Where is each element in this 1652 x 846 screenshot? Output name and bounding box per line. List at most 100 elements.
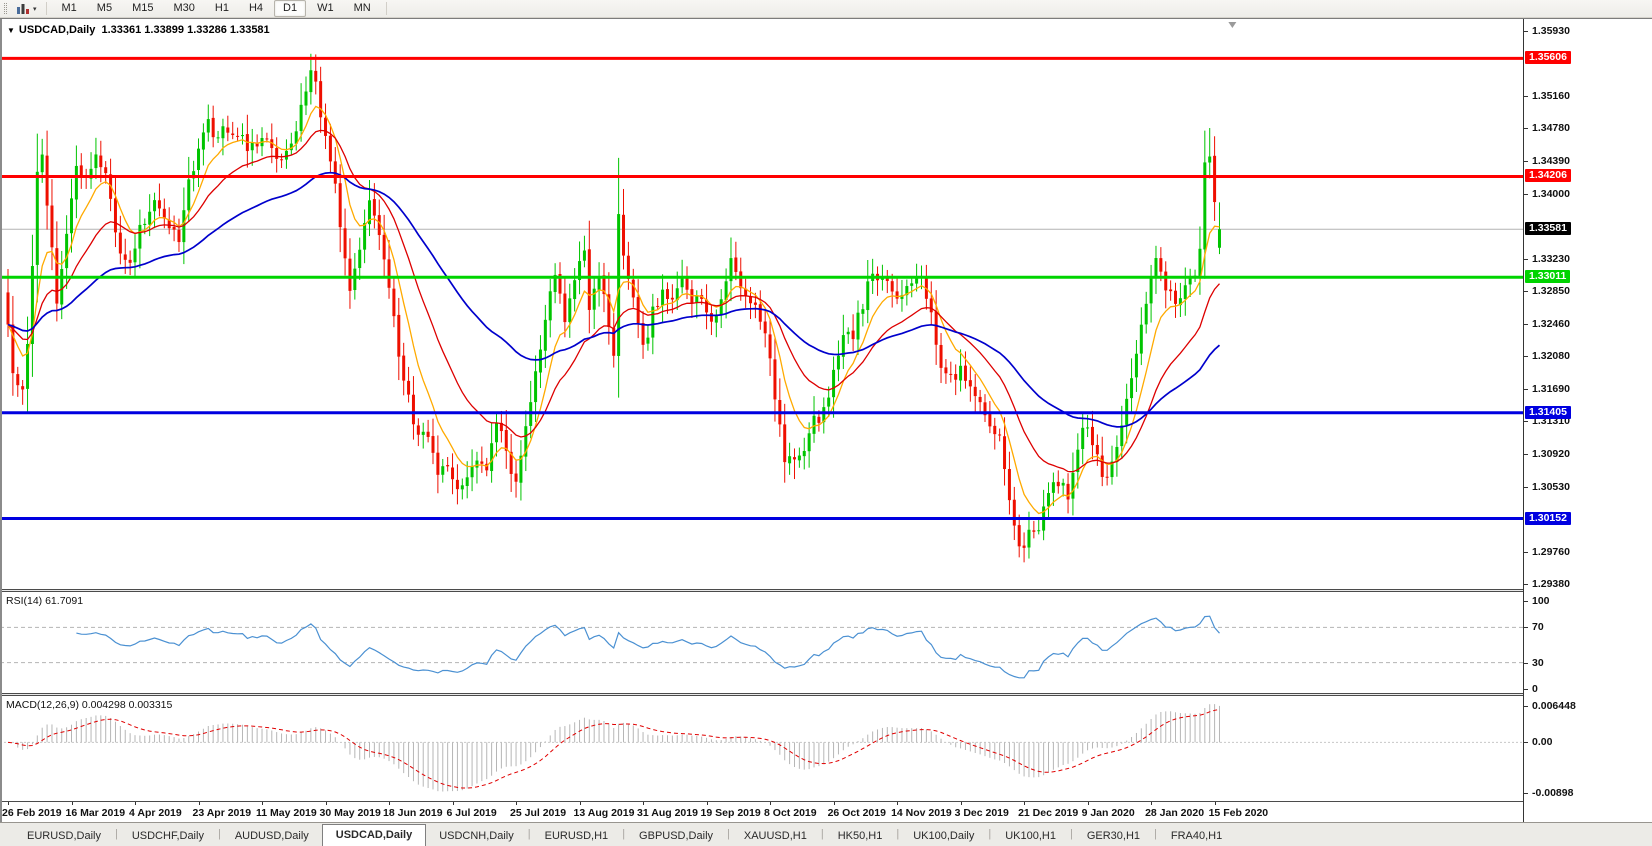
tab-separator: | bbox=[727, 827, 730, 840]
price-tick-mark bbox=[1524, 290, 1528, 292]
price-tick-mark bbox=[1524, 95, 1528, 97]
price-tick-label: 1.30530 bbox=[1532, 480, 1570, 493]
toolbar-separator bbox=[385, 2, 387, 15]
rsi-tick-label: 100 bbox=[1532, 595, 1550, 607]
date-label: 21 Dec 2019 bbox=[1018, 807, 1079, 819]
price-tick-label: 1.34390 bbox=[1532, 154, 1570, 167]
pane-splitter[interactable] bbox=[0, 693, 1523, 696]
price-tick-label: 1.32080 bbox=[1532, 349, 1570, 362]
date-tick-mark bbox=[770, 802, 772, 805]
price-chart-pane[interactable]: ▼ USDCAD,Daily 1.33361 1.33899 1.33286 1.… bbox=[0, 19, 1523, 589]
date-tick-mark bbox=[262, 802, 264, 805]
macd-histogram bbox=[17, 704, 1220, 792]
tab-separator: | bbox=[820, 827, 824, 840]
price-tick-mark bbox=[1524, 551, 1528, 553]
macd-tick-label: 0.006448 bbox=[1532, 700, 1576, 712]
date-tick-mark bbox=[706, 802, 708, 805]
date-label: 13 Aug 2019 bbox=[573, 807, 635, 819]
date-label: 8 Oct 2019 bbox=[764, 807, 817, 819]
chart-tab-xauusd-h1[interactable]: XAUUSD,H1 bbox=[743, 830, 807, 842]
timeframe-button-d1[interactable]: D1 bbox=[274, 0, 307, 17]
chart-tab-gbpusd-daily[interactable]: GBPUSD,Daily bbox=[639, 830, 714, 842]
date-tick-mark bbox=[516, 802, 518, 805]
chart-tab-ger30-h1[interactable]: GER30,H1 bbox=[1086, 830, 1141, 842]
chart-tab-eurusd-daily[interactable]: EURUSD,Daily bbox=[27, 830, 101, 842]
date-label: 26 Oct 2019 bbox=[827, 807, 886, 819]
window-left-edge bbox=[0, 19, 2, 823]
price-badge-1.33011: 1.33011 bbox=[1525, 270, 1571, 284]
date-tick-mark bbox=[8, 802, 9, 805]
toolbar-grip[interactable] bbox=[4, 3, 7, 14]
date-tick-mark bbox=[1214, 802, 1216, 805]
chart-tab-eurusd-h1[interactable]: EURUSD,H1 bbox=[544, 830, 609, 842]
date-tick-mark bbox=[1151, 802, 1153, 805]
macd-tick-mark bbox=[1524, 706, 1528, 707]
rsi-tick-mark bbox=[1524, 601, 1528, 602]
date-tick-mark bbox=[833, 802, 835, 805]
chart-tab-usdchf-daily[interactable]: USDCHF,Daily bbox=[131, 830, 204, 842]
timeframe-button-m1[interactable]: M1 bbox=[61, 2, 77, 14]
price-badge-1.30152: 1.30152 bbox=[1525, 511, 1571, 525]
toolbar-separator bbox=[45, 2, 47, 15]
macd-tick-mark bbox=[1524, 793, 1528, 794]
ma-line-slow bbox=[7, 171, 1221, 428]
rsi-tick-mark bbox=[1524, 627, 1528, 629]
date-tick-mark bbox=[1024, 802, 1026, 805]
price-tick-label: 1.32850 bbox=[1532, 284, 1570, 297]
macd-tick-label: -0.00898 bbox=[1532, 787, 1574, 799]
timeframe-button-m15[interactable]: M15 bbox=[132, 2, 154, 14]
price-tick-mark bbox=[1524, 323, 1528, 325]
date-label: 6 Jul 2019 bbox=[446, 807, 497, 819]
chart-tab-usdcad-daily[interactable]: USDCAD,Daily bbox=[321, 824, 427, 846]
date-tick-mark bbox=[643, 802, 645, 805]
price-tick-mark bbox=[1524, 355, 1528, 357]
price-badge-1.35606: 1.35606 bbox=[1525, 51, 1571, 65]
chart-tab-uk100-daily[interactable]: UK100,Daily bbox=[913, 830, 975, 842]
rsi-indicator-pane[interactable]: RSI(14) 61.7091 bbox=[0, 592, 1523, 693]
symbol-period-label: USDCAD,Daily bbox=[18, 24, 96, 36]
date-label: 18 Jun 2019 bbox=[383, 807, 443, 819]
price-tick-label: 1.31690 bbox=[1532, 382, 1570, 395]
timeframe-button-w1[interactable]: W1 bbox=[317, 2, 334, 14]
macd-label: MACD(12,26,9) 0.004298 0.003315 bbox=[6, 699, 173, 711]
chart-tabs-bar: EURUSD,Daily | USDCHF,Daily | AUDUSD,Daily US… bbox=[0, 822, 1652, 846]
date-tick-mark bbox=[897, 802, 899, 805]
chart-tab-fra40-h1[interactable]: FRA40,H1 bbox=[1170, 830, 1223, 842]
timeframe-button-m30[interactable]: M30 bbox=[173, 2, 195, 14]
chart-shift-marker[interactable] bbox=[1228, 22, 1237, 28]
chevron-down-icon[interactable]: ▾ bbox=[33, 5, 37, 13]
macd-indicator-pane[interactable]: MACD(12,26,9) 0.004298 0.003315 bbox=[0, 696, 1523, 801]
chart-tab-uk100-h1[interactable]: UK100,H1 bbox=[1005, 830, 1056, 842]
price-axis[interactable]: 1.35930 1.35160 1.34780 1.34390 1.34000 1.332… bbox=[1523, 19, 1652, 823]
date-label: 31 Aug 2019 bbox=[637, 807, 698, 819]
date-label: 19 Sep 2019 bbox=[700, 807, 761, 819]
chart-tab-usdcnh-daily[interactable]: USDCNH,Daily bbox=[439, 830, 514, 842]
chart-bars-icon bbox=[17, 4, 29, 14]
timeframe-button-m5[interactable]: M5 bbox=[96, 2, 113, 14]
timeframe-button-h1[interactable]: H1 bbox=[214, 2, 229, 14]
collapse-caret-icon[interactable]: ▼ bbox=[7, 26, 15, 35]
date-label: 11 May 2019 bbox=[256, 807, 317, 819]
date-label: 25 Jul 2019 bbox=[510, 807, 567, 819]
date-axis[interactable]: 26 Feb 2019 16 Mar 2019 4 Apr 2019 23 Apr 2… bbox=[0, 801, 1523, 823]
tab-separator: | bbox=[114, 827, 118, 840]
chart-tab-hk50-h1[interactable]: HK50,H1 bbox=[837, 830, 883, 842]
date-label: 4 Apr 2019 bbox=[129, 807, 182, 819]
tab-separator: | bbox=[1069, 827, 1073, 840]
pane-splitter[interactable] bbox=[0, 589, 1523, 592]
price-tick-mark bbox=[1524, 128, 1528, 130]
rsi-label: RSI(14) 61.7091 bbox=[6, 595, 84, 607]
date-label: 23 Apr 2019 bbox=[192, 807, 252, 819]
charts-toolbar-button[interactable]: ▾ bbox=[12, 1, 41, 17]
tab-separator: | bbox=[896, 827, 900, 840]
timeframe-button-mn[interactable]: MN bbox=[353, 2, 371, 14]
price-tick-label: 1.30920 bbox=[1532, 447, 1570, 460]
price-tick-label: 1.33230 bbox=[1532, 252, 1570, 265]
ohlc-quote-label: 1.33361 1.33899 1.33286 1.33581 bbox=[101, 24, 270, 36]
plot-column: ▼ USDCAD,Daily 1.33361 1.33899 1.33286 1.… bbox=[0, 19, 1523, 823]
date-label: 15 Feb 2020 bbox=[1208, 807, 1269, 819]
rsi-tick-label: 30 bbox=[1532, 656, 1544, 669]
timeframe-button-h4[interactable]: H4 bbox=[248, 2, 264, 14]
chart-tab-audusd-daily[interactable]: AUDUSD,Daily bbox=[234, 830, 309, 842]
